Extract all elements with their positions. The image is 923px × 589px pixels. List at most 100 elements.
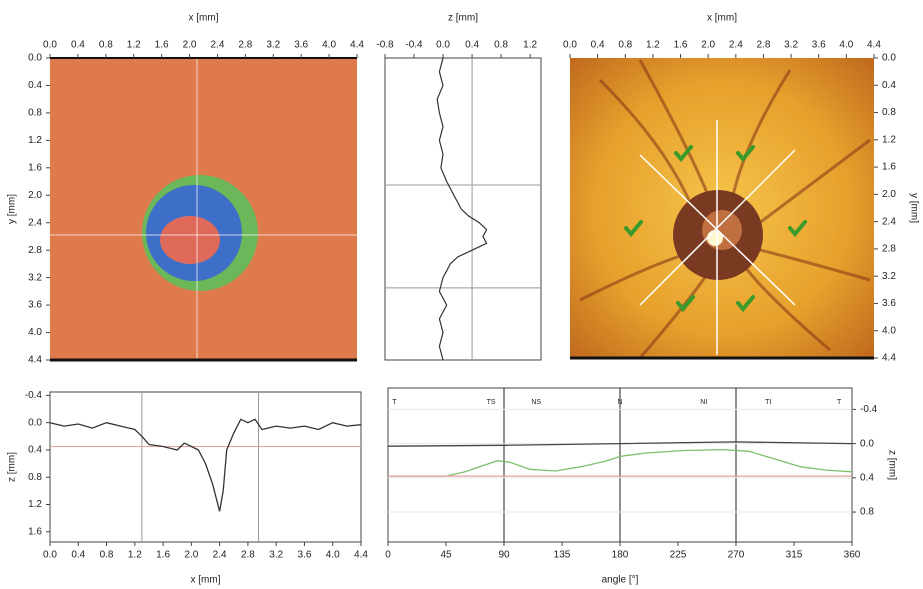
sector-label: NS (531, 399, 541, 406)
x-tick-label: 2.8 (241, 550, 255, 561)
y-tick-label: 3.2 (882, 271, 896, 282)
y-tick-label: 0.8 (28, 108, 42, 119)
y-tick-label: 2.8 (882, 244, 896, 255)
y-tick-label: 0.0 (882, 53, 896, 64)
x-tick-label: 1.2 (128, 550, 142, 561)
y-tick-label: 2.0 (28, 190, 42, 201)
x-axis-label: z [mm] (448, 13, 478, 24)
x-tick-label: 1.2 (127, 40, 141, 51)
x-tick-label: 2.0 (183, 40, 197, 51)
y-tick-label: 4.0 (882, 325, 896, 336)
x-tick-label: 1.6 (674, 40, 688, 51)
x-tick-label: 4.4 (350, 40, 364, 51)
x-tick-label: 180 (612, 550, 629, 561)
series-line (50, 419, 361, 511)
profile-line (437, 58, 486, 360)
y-tick-label: 0.8 (28, 472, 42, 483)
x-tick-label: 0.0 (43, 550, 57, 561)
y-tick-label: 2.8 (28, 245, 42, 256)
sector-label: N (617, 399, 622, 406)
x-tick-label: 0.4 (71, 550, 85, 561)
x-tick-label: 2.8 (757, 40, 771, 51)
x-tick-label: 1.6 (156, 550, 170, 561)
x-tick-label: 0.4 (465, 40, 479, 51)
y-tick-label: 4.4 (882, 353, 896, 364)
x-axis-label: x [mm] (707, 13, 737, 24)
y-tick-label: -0.4 (25, 390, 43, 401)
y-axis-label: z [mm] (886, 450, 897, 480)
y-tick-label: 1.6 (28, 526, 42, 537)
x-tick-label: 2.8 (238, 40, 252, 51)
x-tick-label: 3.2 (269, 550, 283, 561)
x-tick-label: 1.2 (646, 40, 660, 51)
y-axis-label: z [mm] (7, 452, 18, 482)
x-tick-label: 360 (844, 550, 861, 561)
y-tick-label: 0.4 (28, 445, 42, 456)
y-tick-label: 0.4 (860, 472, 874, 483)
x-tick-label: 0.4 (591, 40, 605, 51)
x-tick-label: 90 (498, 550, 510, 561)
x-tick-label: 4.4 (867, 40, 881, 51)
x-tick-label: 270 (728, 550, 745, 561)
y-tick-label: 2.4 (28, 217, 42, 228)
x-tick-label: -0.4 (405, 40, 423, 51)
y-tick-label: 1.2 (882, 134, 896, 145)
x-tick-label: 45 (440, 550, 452, 561)
y-tick-label: 3.2 (28, 272, 42, 283)
y-tick-label: 1.2 (28, 135, 42, 146)
y-tick-label: 1.6 (28, 162, 42, 173)
fundus-image (570, 58, 874, 358)
x-axis-label: x [mm] (189, 13, 219, 24)
y-tick-label: 0.0 (28, 417, 42, 428)
y-tick-label: 2.0 (882, 189, 896, 200)
y-tick-label: 4.0 (28, 327, 42, 338)
x-tick-label: 0.8 (494, 40, 508, 51)
x-tick-label: 2.4 (211, 40, 225, 51)
y-tick-label: 0.4 (28, 80, 42, 91)
x-tick-label: 4.0 (326, 550, 340, 561)
y-tick-label: 2.4 (882, 216, 896, 227)
y-tick-label: 3.6 (882, 298, 896, 309)
x-tick-label: 1.6 (155, 40, 169, 51)
y-tick-label: 3.6 (28, 300, 42, 311)
x-tick-label: 3.6 (298, 550, 312, 561)
sector-label: TS (487, 399, 496, 406)
plot-frame (385, 58, 541, 360)
y-tick-label: -0.4 (860, 404, 878, 415)
x-axis-label: x [mm] (191, 575, 221, 586)
y-tick-label: 4.4 (28, 355, 42, 366)
x-tick-label: 0.0 (43, 40, 57, 51)
y-tick-label: 0.0 (860, 438, 874, 449)
x-tick-label: 2.0 (184, 550, 198, 561)
x-tick-label: 4.4 (354, 550, 368, 561)
x-tick-label: 3.6 (294, 40, 308, 51)
x-tick-label: 3.2 (784, 40, 798, 51)
topography-image (50, 58, 357, 360)
x-tick-label: 2.4 (213, 550, 227, 561)
x-tick-label: 0.8 (99, 40, 113, 51)
x-tick-label: 2.4 (729, 40, 743, 51)
plot-frame (50, 392, 361, 542)
y-tick-label: 1.2 (28, 499, 42, 510)
y-axis-label: y [mm] (7, 194, 18, 224)
x-tick-label: 0 (385, 550, 391, 561)
sector-label: T (392, 399, 397, 406)
x-tick-label: 4.0 (322, 40, 336, 51)
x-tick-label: 0.0 (563, 40, 577, 51)
x-tick-label: 135 (554, 550, 571, 561)
y-tick-label: 0.0 (28, 53, 42, 64)
y-tick-label: 0.4 (882, 80, 896, 91)
y-tick-label: 0.8 (882, 107, 896, 118)
y-axis-label: y [mm] (908, 193, 919, 223)
y-tick-label: 1.6 (882, 162, 896, 173)
x-tick-label: 225 (670, 550, 687, 561)
x-tick-label: 0.8 (618, 40, 632, 51)
x-tick-label: 3.2 (266, 40, 280, 51)
sector-label: T (837, 399, 842, 406)
x-tick-label: 1.2 (523, 40, 537, 51)
sector-label: NI (700, 399, 707, 406)
x-tick-label: 0.4 (71, 40, 85, 51)
figure: 0.0 0.4 0.8 1.2 1.6 2.0 2.4 2.8 3.2 3.6 4.0 4.4 x [m… (0, 0, 923, 589)
x-tick-label: 2.0 (701, 40, 715, 51)
y-tick-label: 0.8 (860, 507, 874, 518)
